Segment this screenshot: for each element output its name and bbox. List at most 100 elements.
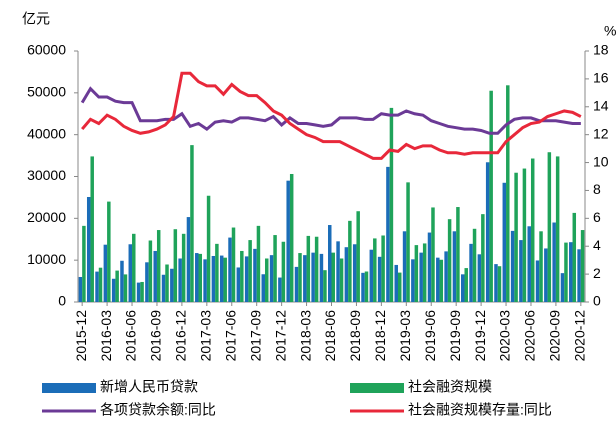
bar: [427, 232, 432, 302]
bar: [373, 238, 377, 302]
bar: [436, 257, 440, 302]
legend-swatch: [350, 383, 404, 393]
x-tick-label: 2015-12: [73, 310, 89, 362]
bar: [136, 282, 141, 302]
bar: [444, 251, 448, 302]
bar: [132, 233, 136, 302]
bar: [273, 235, 277, 302]
x-tick-label: 2017-12: [272, 310, 288, 362]
bar: [452, 231, 457, 302]
bar: [107, 201, 111, 302]
bar: [86, 196, 91, 302]
bar: [339, 258, 344, 302]
bar: [422, 243, 427, 302]
bar: [506, 85, 510, 302]
bar: [115, 270, 119, 302]
bar: [560, 273, 565, 302]
bar: [95, 271, 99, 302]
bar: [253, 248, 257, 302]
line: [81, 71, 582, 160]
bar: [269, 255, 274, 302]
bar: [411, 259, 415, 302]
bar: [170, 268, 174, 302]
bar: [190, 145, 194, 302]
bar: [173, 229, 178, 302]
bar: [231, 227, 236, 302]
bar: [148, 240, 153, 302]
bar: [198, 253, 203, 302]
bar: [195, 253, 199, 302]
bar: [123, 274, 128, 302]
y-tick-label: 30000: [27, 167, 66, 183]
bar: [244, 256, 249, 302]
x-tick-label: 2020-12: [572, 310, 588, 362]
y-axis-label: 亿元: [22, 11, 50, 27]
bar: [414, 245, 419, 302]
bar: [261, 274, 266, 302]
bar: [336, 241, 340, 302]
legend-label: 各项贷款余额:同比: [100, 402, 216, 418]
y2-tick-label: 12: [593, 125, 609, 141]
y-tick-label: 50000: [27, 84, 66, 100]
bar: [447, 219, 452, 302]
bar: [356, 211, 360, 302]
bar: [103, 244, 108, 302]
bar: [90, 156, 94, 302]
bar: [431, 207, 435, 302]
bar: [530, 158, 535, 302]
x-tick-label: 2020-06: [522, 310, 538, 362]
bar: [494, 264, 498, 302]
bar: [281, 241, 286, 302]
y2-tick-label: 16: [593, 70, 609, 86]
bar: [472, 228, 477, 302]
x-tick-label: 2018-12: [372, 310, 388, 362]
legend-label: 社会融资规模存量:同比: [408, 402, 552, 418]
x-tick-label: 2019-09: [447, 310, 463, 362]
bar: [580, 230, 585, 302]
bar: [311, 252, 315, 302]
bar: [344, 247, 349, 302]
bar: [153, 250, 157, 302]
x-tick-label: 2016-12: [173, 310, 189, 362]
bar: [555, 156, 560, 302]
y-tick-label: 10000: [27, 251, 66, 267]
bar: [469, 243, 473, 302]
bar: [186, 217, 191, 302]
bar: [78, 276, 83, 302]
bar: [547, 152, 552, 302]
bar: [228, 237, 232, 302]
x-tick-label: 2020-09: [547, 310, 563, 362]
bar: [181, 233, 186, 302]
bar: [361, 272, 365, 302]
bar: [328, 225, 332, 302]
x-tick-label: 2019-12: [472, 310, 488, 362]
bar: [178, 258, 182, 302]
bar: [402, 231, 407, 302]
bar: [223, 257, 227, 302]
y-tick-label: 40000: [27, 125, 66, 141]
bar: [323, 270, 327, 302]
x-tick-label: 2018-09: [347, 310, 363, 362]
bar: [236, 267, 241, 302]
bar: [348, 220, 352, 302]
x-tick-label: 2020-03: [497, 310, 513, 362]
bar: [314, 236, 319, 302]
bar: [215, 243, 219, 302]
bar: [564, 242, 568, 302]
bar: [460, 274, 465, 302]
bar: [206, 195, 211, 302]
bar: [298, 253, 302, 302]
bar: [535, 260, 540, 302]
bar: [519, 240, 523, 302]
bar: [497, 266, 502, 302]
y2-tick-label: 0: [593, 293, 601, 309]
bar: [522, 168, 527, 302]
x-tick-label: 2017-09: [247, 310, 263, 362]
y2-tick-label: 2: [593, 265, 601, 281]
bar: [502, 182, 507, 302]
bar: [386, 166, 390, 302]
y2-tick-label: 18: [593, 42, 609, 58]
bar: [485, 162, 490, 302]
y2-tick-label: 8: [593, 181, 601, 197]
